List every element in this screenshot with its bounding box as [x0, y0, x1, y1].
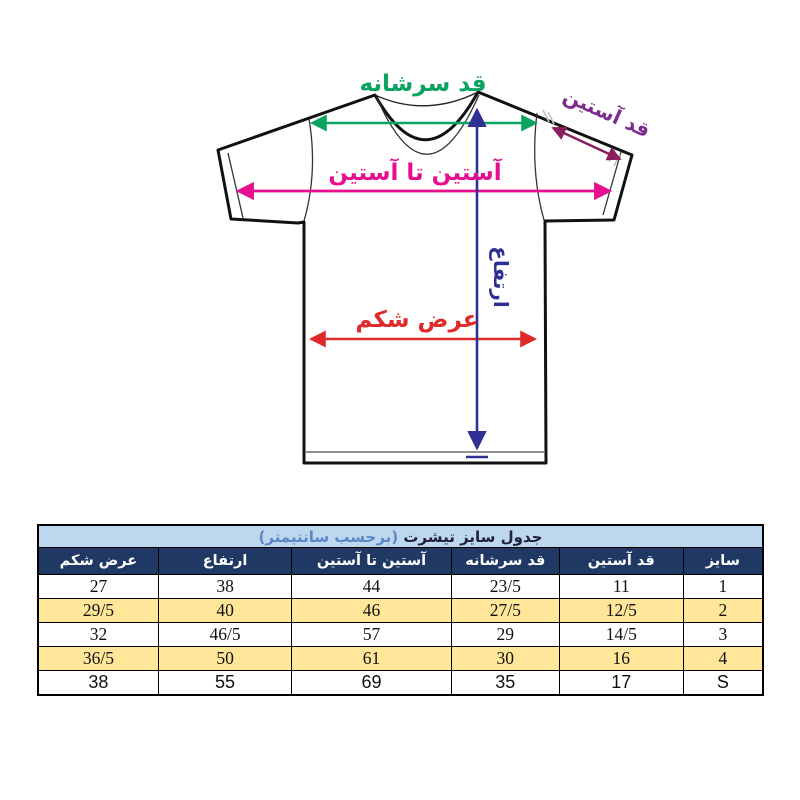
- table-cell: 29/5: [37, 598, 159, 623]
- table-cell: 55: [157, 670, 293, 696]
- collar-back-seam: [374, 91, 479, 107]
- col-header-belly-width: عرض شکم: [37, 547, 159, 575]
- size-table: جدول سایز تیشرت (برحسب سانتیمتر) سایز قد…: [37, 524, 764, 696]
- size-table-title-main: جدول سایز تیشرت: [403, 527, 543, 546]
- col-header-shoulder: قد سرشانه: [450, 547, 560, 575]
- table-cell: 38: [37, 670, 159, 696]
- shoulder-width-label: قد سرشانه: [359, 71, 486, 97]
- table-cell: 29: [450, 622, 560, 647]
- table-row-size-s: S 17 35 69 55 38: [37, 670, 764, 696]
- table-cell: 36/5: [37, 646, 159, 671]
- table-row-size-4: 4 16 30 61 50 36/5: [37, 646, 764, 671]
- size-table-title-row: جدول سایز تیشرت (برحسب سانتیمتر): [37, 524, 764, 548]
- table-cell: 69: [291, 670, 452, 696]
- table-cell: 38: [157, 574, 293, 599]
- sleeve-to-sleeve-label: آستین تا آستین: [328, 157, 502, 186]
- table-cell: 46/5: [157, 622, 293, 647]
- tshirt-outline: [216, 90, 634, 465]
- col-header-height: ارتفاع: [157, 547, 293, 575]
- table-cell: S: [682, 670, 764, 696]
- table-cell: 16: [558, 646, 684, 671]
- table-cell: 50: [157, 646, 293, 671]
- size-table-title-unit: (برحسب سانتیمتر): [258, 527, 399, 546]
- sleeve-length-arrow: [551, 126, 622, 161]
- col-header-sleeve-to-sleeve: آستین تا آستین: [291, 547, 452, 575]
- table-cell: 40: [157, 598, 293, 623]
- table-cell: 2: [682, 598, 764, 623]
- table-cell: 27/5: [450, 598, 560, 623]
- left-cuff-seam: [227, 152, 244, 219]
- table-row-size-1: 1 11 23/5 44 38 27: [37, 574, 764, 599]
- table-cell: 30: [450, 646, 560, 671]
- table-cell: 27: [37, 574, 159, 599]
- table-cell: 35: [450, 670, 560, 696]
- table-cell: 3: [682, 622, 764, 647]
- table-cell: 1: [682, 574, 764, 599]
- height-label: ارتفاع: [489, 246, 513, 307]
- table-cell: 23/5: [450, 574, 560, 599]
- belly-width-label: عرض شکم: [356, 307, 479, 333]
- table-cell: 14/5: [558, 622, 684, 647]
- col-header-size: سایز: [682, 547, 764, 575]
- table-cell: 46: [291, 598, 452, 623]
- table-cell: 11: [558, 574, 684, 599]
- size-table-title: جدول سایز تیشرت (برحسب سانتیمتر): [37, 524, 764, 548]
- table-cell: 12/5: [558, 598, 684, 623]
- table-cell: 44: [291, 574, 452, 599]
- table-cell: 57: [291, 622, 452, 647]
- tshirt-measurement-diagram: قد سرشانه قد آستین آستین تا آستین ارتفاع…: [216, 71, 654, 465]
- table-cell: 4: [682, 646, 764, 671]
- table-cell: 61: [291, 646, 452, 671]
- table-row-size-2: 2 12/5 27/5 46 40 29/5: [37, 598, 764, 623]
- table-cell: 32: [37, 622, 159, 647]
- size-table-header-row: سایز قد آستین قد سرشانه آستین تا آستین ا…: [37, 547, 764, 575]
- table-row-size-3: 3 14/5 29 57 46/5 32: [37, 622, 764, 647]
- col-header-sleeve-length: قد آستین: [558, 547, 684, 575]
- table-cell: 17: [558, 670, 684, 696]
